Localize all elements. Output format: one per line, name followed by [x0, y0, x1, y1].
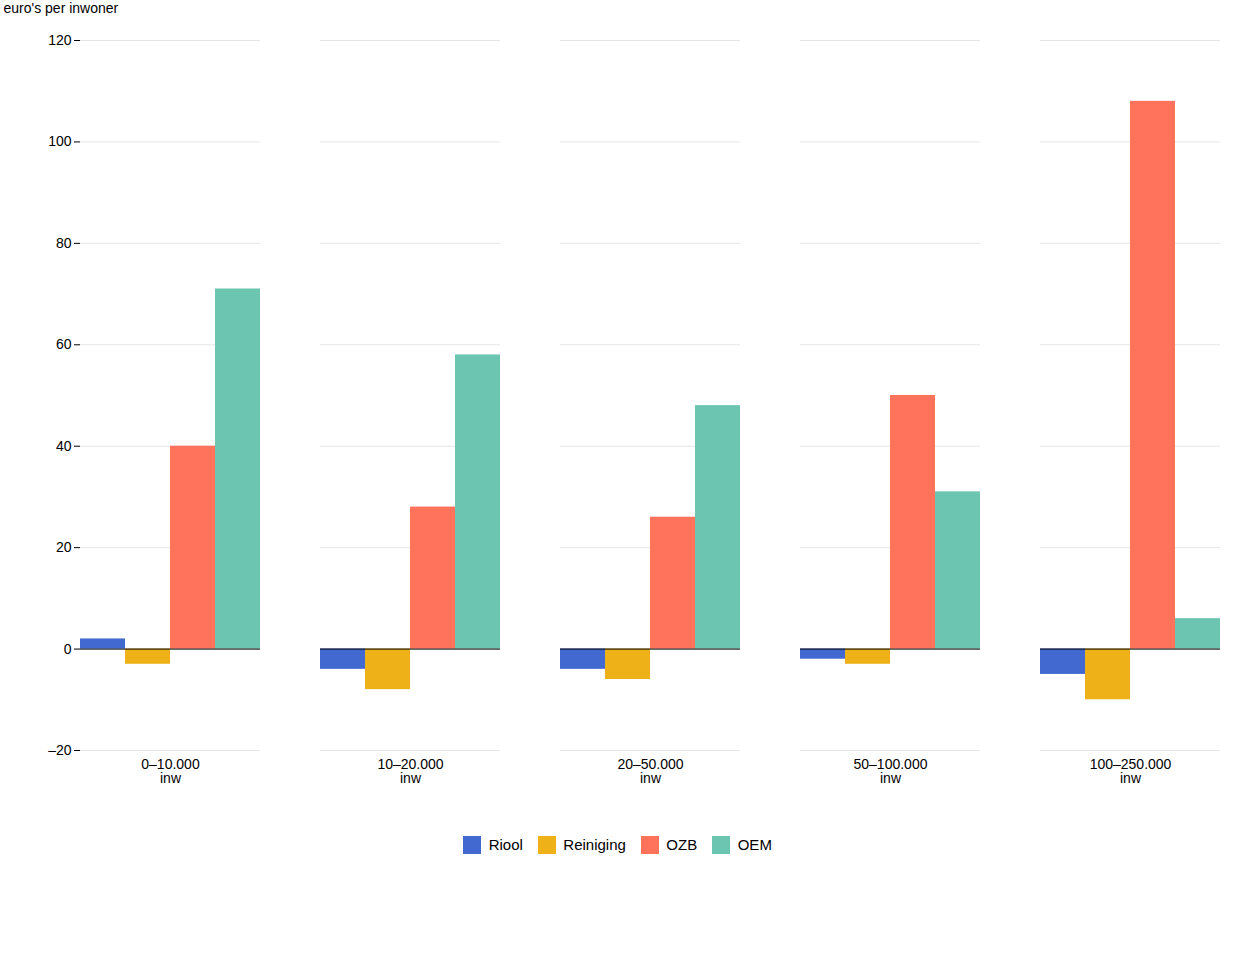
html-text:OZB: OZB [666, 836, 698, 853]
html-text:OEM: OEM [737, 836, 772, 853]
svg-text:0–10.000inw: 0–10.000inw [141, 756, 200, 786]
svg-text:0: 0 [64, 641, 72, 657]
html-text:Riool: Riool [488, 836, 523, 853]
svg-text:20–50.000inw: 20–50.000inw [617, 756, 683, 786]
svg-text:100–250.000inw: 100–250.000inw [1090, 756, 1172, 786]
svg-text:–20: –20 [48, 742, 72, 758]
html-text:Reiniging: Reiniging [563, 836, 626, 853]
svg-text:20: 20 [56, 539, 72, 555]
svg-text:50–100.000inw: 50–100.000inw [854, 756, 928, 786]
svg-text:60: 60 [56, 336, 72, 352]
svg-text:80: 80 [56, 235, 72, 251]
svg-text:euro's per inwoner: euro's per inwoner [4, 0, 119, 16]
svg-text:100: 100 [48, 133, 72, 149]
svg-text:40: 40 [56, 438, 72, 454]
svg-text:120: 120 [48, 32, 72, 48]
svg-text:10–20.000inw: 10–20.000inw [377, 756, 443, 786]
